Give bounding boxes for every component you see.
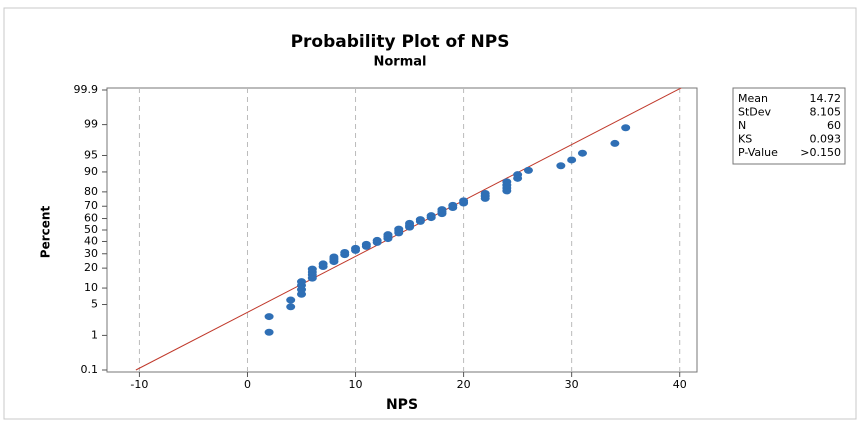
data-point	[480, 189, 490, 197]
data-point	[426, 212, 436, 220]
stats-value: >0.150	[800, 146, 841, 159]
data-point	[286, 303, 296, 311]
x-tick-label: 20	[457, 378, 471, 391]
stats-label: Mean	[738, 92, 768, 105]
x-tick-label: 10	[349, 378, 363, 391]
data-point	[329, 253, 339, 261]
data-point	[383, 231, 393, 239]
y-tick-label: 80	[84, 185, 98, 198]
y-tick-label: 40	[84, 234, 98, 247]
data-point	[351, 244, 361, 252]
data-point	[405, 219, 415, 227]
chart-subtitle: Normal	[374, 55, 427, 70]
y-tick-label: 10	[84, 281, 98, 294]
y-tick-label: 20	[84, 261, 98, 274]
data-point	[567, 156, 577, 164]
stats-label: P-Value	[738, 146, 778, 159]
data-point	[297, 278, 307, 286]
data-point	[394, 225, 404, 233]
stats-value: 60	[827, 119, 841, 132]
data-point	[513, 171, 523, 179]
data-point	[448, 201, 458, 209]
data-point	[264, 313, 274, 321]
y-tick-label: 70	[84, 199, 98, 212]
data-point	[361, 240, 371, 248]
chart-title: Probability Plot of NPS	[291, 32, 510, 52]
y-tick-label: 5	[91, 298, 98, 311]
y-tick-label: 95	[84, 148, 98, 161]
y-tick-label: 50	[84, 223, 98, 236]
data-point	[610, 139, 620, 147]
y-tick-label: 30	[84, 247, 98, 260]
data-point	[286, 296, 296, 304]
stats-label: N	[738, 119, 746, 132]
x-tick-label: -10	[130, 378, 148, 391]
y-tick-label: 99.9	[74, 83, 99, 96]
data-point	[459, 197, 469, 205]
data-point	[372, 236, 382, 244]
data-point	[340, 248, 350, 256]
data-point	[621, 124, 631, 132]
stats-value: 8.105	[810, 106, 842, 119]
stats-value: 0.093	[810, 133, 842, 146]
data-point	[577, 149, 587, 157]
x-tick-label: 0	[244, 378, 251, 391]
stats-value: 14.72	[810, 92, 842, 105]
data-point	[318, 260, 328, 268]
data-point	[437, 206, 447, 214]
fit-line	[135, 88, 683, 371]
data-point	[502, 178, 512, 186]
data-point	[307, 265, 317, 273]
x-tick-label: 30	[565, 378, 579, 391]
y-axis-label: Percent	[39, 206, 53, 259]
y-tick-label: 99	[84, 118, 98, 131]
y-tick-label: 90	[84, 165, 98, 178]
data-point	[556, 162, 566, 170]
stats-box	[732, 87, 846, 165]
data-point	[415, 216, 425, 224]
y-tick-label: 60	[84, 212, 98, 225]
stats-label: KS	[738, 133, 752, 146]
x-axis-label: NPS	[386, 397, 418, 413]
data-point	[523, 166, 533, 174]
stats-label: StDev	[738, 106, 772, 119]
y-tick-label: 0.1	[81, 363, 99, 376]
x-tick-label: 40	[673, 378, 687, 391]
data-point	[264, 328, 274, 336]
y-tick-label: 1	[91, 328, 98, 341]
